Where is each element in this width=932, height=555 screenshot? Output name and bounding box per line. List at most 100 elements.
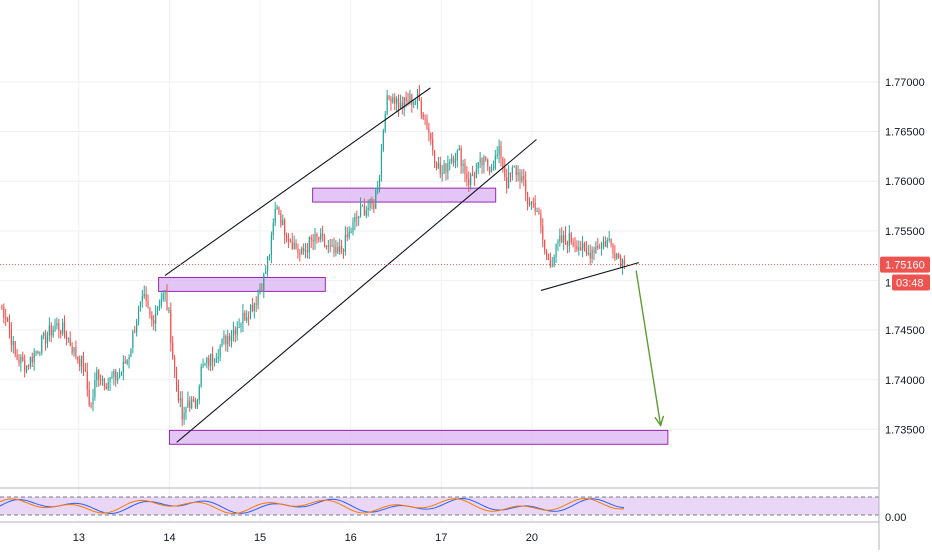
candle-body — [559, 235, 561, 242]
candle-body — [244, 312, 246, 321]
candle — [111, 371, 113, 380]
candle-body — [25, 365, 28, 372]
candle — [604, 236, 606, 248]
candle — [43, 331, 45, 340]
candle-body — [251, 304, 254, 312]
candle — [22, 351, 24, 362]
candle-body — [532, 202, 534, 204]
candle-body — [432, 139, 434, 151]
candle-body — [314, 234, 316, 242]
candle-body — [530, 202, 532, 205]
stochastic-d-line — [0, 497, 625, 515]
candle — [52, 325, 54, 338]
candle — [473, 171, 476, 186]
candle-body — [44, 332, 47, 344]
candle — [175, 366, 178, 392]
candle-body — [388, 95, 390, 99]
candle-body — [350, 231, 352, 233]
candle — [380, 143, 383, 182]
candle-body — [54, 325, 56, 330]
candle — [570, 231, 572, 245]
candle — [526, 191, 529, 211]
candle-body — [435, 162, 438, 169]
candle — [378, 174, 381, 193]
candle — [329, 238, 331, 253]
candle-body — [600, 243, 603, 249]
candle-body — [536, 211, 538, 213]
candle-body — [282, 219, 284, 226]
candle — [291, 232, 293, 250]
candle — [162, 290, 164, 302]
candle-body — [304, 250, 307, 252]
candle — [346, 227, 348, 242]
candle-body — [246, 317, 248, 321]
candle — [124, 355, 126, 364]
candle-body — [378, 176, 381, 188]
candle — [261, 282, 263, 293]
candle-body — [445, 163, 447, 173]
candle — [103, 377, 105, 391]
candle — [25, 365, 28, 374]
candle-body — [175, 371, 178, 385]
candle-body — [41, 335, 43, 353]
candle-body — [323, 236, 326, 247]
candle — [263, 272, 265, 299]
candle-body — [320, 233, 322, 240]
candle-body — [145, 294, 147, 301]
candle-body — [31, 356, 33, 363]
candle-body — [67, 338, 69, 340]
candle-body — [229, 336, 231, 341]
candle — [253, 302, 255, 319]
candle — [549, 252, 551, 269]
candle-body — [401, 102, 403, 109]
candle-body — [454, 160, 457, 163]
candle-body — [126, 359, 128, 364]
candle-body — [380, 149, 383, 177]
candle-body — [335, 246, 337, 253]
candle — [208, 354, 210, 371]
candle — [206, 356, 208, 369]
candle — [168, 307, 170, 314]
candle — [299, 248, 301, 262]
candle-body — [173, 357, 176, 372]
candle — [151, 311, 153, 327]
candle-body — [280, 213, 282, 226]
candle-body — [487, 159, 489, 167]
candle-body — [390, 98, 392, 103]
candle — [415, 99, 417, 106]
candle — [29, 356, 31, 370]
candle-body — [86, 371, 88, 390]
candle-body — [62, 322, 64, 334]
candle-body — [24, 360, 26, 372]
candle-body — [399, 102, 402, 109]
candle-body — [572, 242, 574, 245]
candle — [301, 246, 303, 256]
candle — [92, 388, 94, 412]
candle-body — [595, 245, 597, 253]
time-tick-label: 14 — [163, 532, 175, 544]
candle — [593, 246, 595, 261]
candle-body — [166, 292, 168, 311]
time-axis: 13 14 15 16 17 20 — [73, 532, 538, 544]
candle-body — [73, 346, 75, 353]
candle-body — [211, 354, 214, 363]
time-tick-label: 17 — [435, 532, 447, 544]
candle-body — [52, 329, 54, 336]
candle — [471, 165, 474, 177]
candle — [246, 310, 248, 323]
candle-body — [356, 217, 358, 219]
candle-body — [136, 321, 138, 333]
candle — [1, 304, 3, 311]
candle-body — [37, 351, 39, 354]
candle-body — [194, 399, 197, 408]
candle-body — [359, 206, 362, 217]
candle-body — [179, 398, 181, 401]
candle-body — [236, 327, 238, 335]
candle-body — [101, 378, 104, 381]
candle — [223, 330, 225, 345]
candle-body — [151, 315, 153, 321]
candle-body — [418, 93, 421, 101]
candle-body — [75, 346, 77, 357]
